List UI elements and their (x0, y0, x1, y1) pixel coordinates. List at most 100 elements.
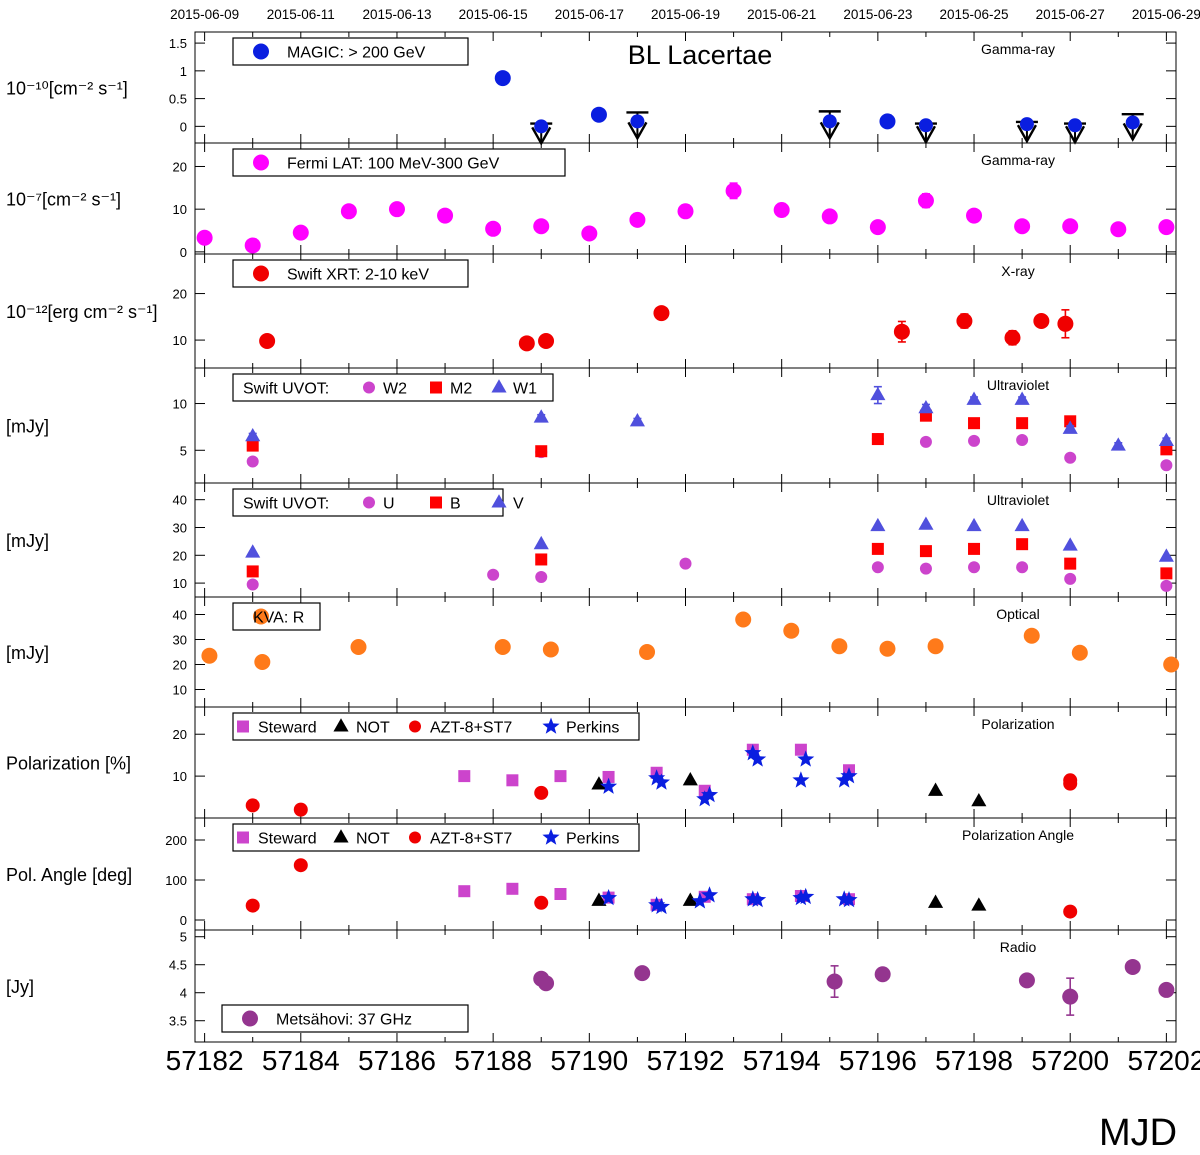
legend-box (221, 1004, 469, 1033)
date-tick-label: 2015-06-25 (939, 7, 1008, 22)
legend: Swift UVOT: W2 M2 W1 (232, 373, 554, 402)
data-point (590, 106, 607, 123)
data-point (534, 119, 549, 134)
y-tick-label: 4.5 (169, 958, 187, 973)
y-axis-label: [mJy] (6, 417, 49, 437)
data-point (725, 182, 742, 199)
data-point (870, 517, 886, 532)
data-point (691, 892, 709, 909)
upper-limit-arrow (1064, 125, 1086, 145)
data-point (653, 305, 670, 322)
y-tick-label: 0 (180, 245, 187, 260)
date-tick-label: 2015-06-27 (1036, 7, 1105, 22)
series-fermi-lat-100-mev-300-gev (196, 182, 1175, 254)
data-point (1057, 315, 1074, 332)
data-point (744, 744, 762, 761)
data-point (494, 639, 511, 655)
series-not (591, 772, 987, 807)
data-point (196, 229, 213, 246)
y-axis-label: 10⁻¹⁰[cm⁻² s⁻¹] (6, 79, 128, 99)
data-point (245, 898, 260, 913)
data-point (506, 774, 519, 787)
data-point (1016, 561, 1029, 574)
y-axis-label: [Jy] (6, 977, 34, 997)
legend-box (232, 259, 469, 288)
legend-marker (409, 831, 421, 844)
data-point (591, 776, 607, 790)
band-label: Polarization (981, 716, 1054, 732)
data-point (918, 118, 933, 133)
data-point (1160, 567, 1173, 580)
panel-magic: 0 0.5 1 1.5 10⁻¹⁰[cm⁻² s⁻¹] Gamma-ray MAGIC: >… (6, 31, 1177, 146)
data-point (794, 743, 807, 756)
data-point (340, 203, 357, 220)
legend-marker (409, 720, 421, 733)
data-point (246, 439, 259, 452)
y-tick-label: 30 (173, 633, 187, 648)
data-point (652, 773, 670, 790)
data-point (1033, 313, 1050, 330)
y-axis-label: 10⁻⁷[cm⁻² s⁻¹] (6, 190, 121, 210)
data-point (893, 323, 910, 340)
data-point (773, 202, 790, 219)
data-point (840, 891, 858, 908)
data-point (1063, 776, 1078, 791)
y-tick-label: 3.5 (169, 1014, 187, 1029)
x-tick-label: 57194 (743, 1045, 821, 1076)
series-magic-upper-limits (530, 110, 1144, 146)
data-point (971, 897, 987, 911)
legend-label: AZT-8+ST7 (430, 831, 512, 848)
data-point (600, 889, 618, 906)
legend-marker (363, 381, 375, 394)
data-point (542, 641, 559, 658)
data-point (1110, 221, 1127, 238)
data-point (534, 785, 549, 800)
data-point (254, 654, 271, 670)
series-kva-r (201, 611, 1180, 673)
legend-box (232, 602, 321, 631)
series-perkins (600, 744, 858, 807)
data-point (458, 885, 471, 898)
legend-label: Perkins (566, 720, 619, 737)
legend-prefix: Swift UVOT: (243, 496, 329, 513)
legend-box (232, 148, 566, 177)
data-point (1160, 579, 1173, 592)
data-point (1124, 958, 1141, 975)
series-perkins (600, 886, 858, 915)
date-tick-label: 2015-06-17 (555, 7, 624, 22)
y-tick-label: 20 (173, 658, 187, 673)
panel-pol: 10 20 Polarization [%] Polarization Steward N… (6, 706, 1177, 819)
data-point (919, 545, 932, 558)
data-point (629, 413, 645, 427)
band-label: Ultraviolet (987, 377, 1049, 393)
legend-marker (430, 496, 442, 509)
data-point (1160, 459, 1173, 472)
data-point (245, 428, 261, 442)
legend-label: NOT (356, 831, 390, 848)
data-point (822, 114, 837, 129)
data-point (1158, 432, 1174, 446)
upper-limit-arrow (627, 121, 648, 141)
upper-limit-arrow (1016, 124, 1037, 144)
legend-box (232, 37, 469, 66)
data-point (554, 770, 567, 783)
data-point (293, 858, 308, 873)
data-point (1158, 548, 1174, 562)
data-point (1014, 391, 1030, 405)
data-point (869, 219, 886, 236)
data-point (602, 770, 615, 783)
data-point (682, 772, 698, 786)
data-point (968, 417, 981, 430)
y-tick-label: 10 (173, 683, 187, 698)
panel-uvot_uv: 5 10 [mJy] Ultraviolet Swift UVOT: W2 M2 W1 (6, 367, 1177, 484)
data-point (927, 894, 944, 908)
data-point (591, 892, 607, 906)
data-point (1023, 627, 1040, 644)
y-tick-label: 10 (173, 397, 187, 412)
data-point (870, 386, 886, 401)
data-point (835, 771, 853, 788)
y-tick-label: 10 (173, 769, 187, 784)
data-point (533, 218, 550, 235)
y-tick-label: 1 (180, 64, 187, 79)
